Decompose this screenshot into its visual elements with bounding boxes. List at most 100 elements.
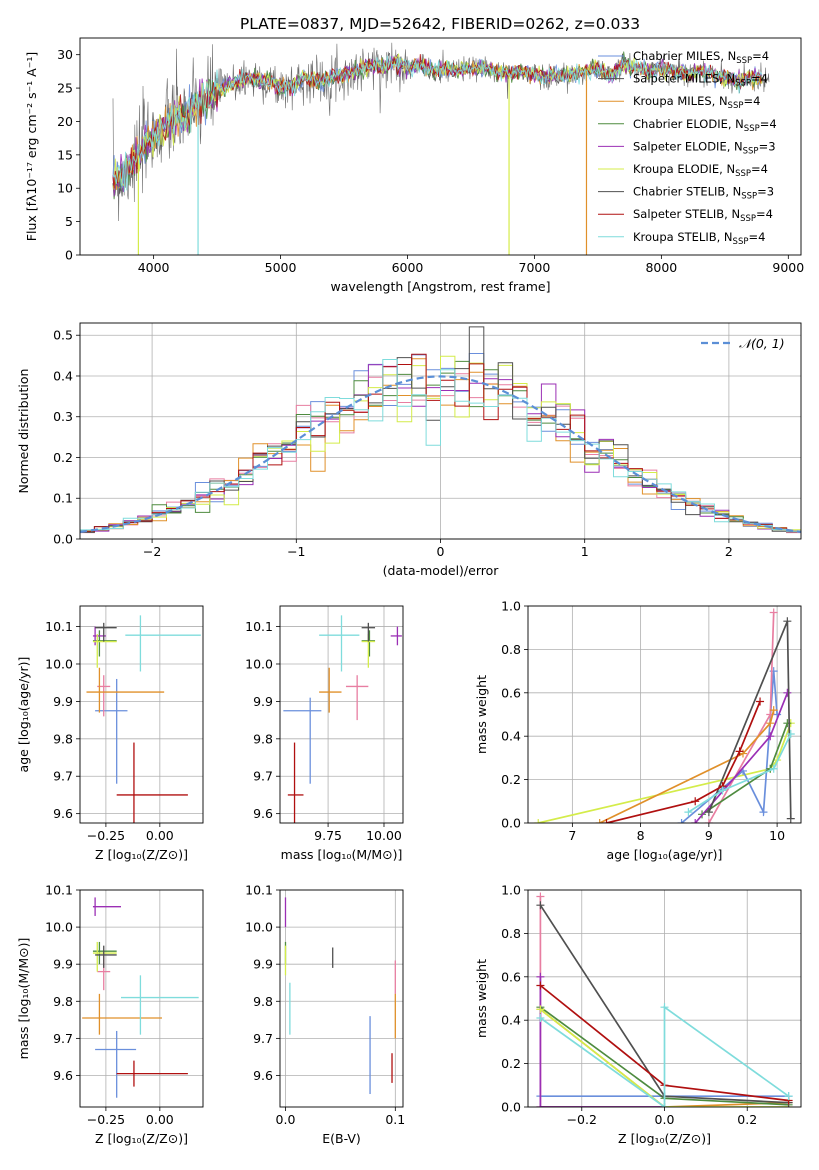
errorbar-point-salpeter_elodie (390, 626, 402, 646)
y-axis-label: mass weight (474, 675, 489, 754)
x-tick-label: 0.0 (276, 1112, 296, 1127)
x-tick-label: 8000 (645, 260, 677, 275)
mass-vs-ebv-panel: 0.0 0.1 9.6 9.7 9.8 9.9 10.0 10.1 E(B-V) (245, 883, 405, 1147)
errorbar-point-chabrier_stelib (95, 945, 117, 968)
weight-marker (536, 1103, 545, 1107)
y-tick-label: 0.8 (501, 926, 521, 941)
weight-line-salpeter_stelib (606, 701, 761, 823)
legend-label: Salpeter ELODIE, NSSP=3 (633, 139, 776, 156)
y-tick-label: 1.0 (501, 883, 521, 898)
weight-marker (536, 972, 545, 981)
legend-label: Chabrier STELIB, NSSP=3 (633, 185, 774, 202)
x-tick-label: 0.2 (737, 1112, 757, 1127)
weight-marker (718, 786, 727, 795)
weight-marker (536, 981, 545, 990)
weight-marker (536, 901, 545, 910)
y-axis-label: mass weight (474, 959, 489, 1038)
x-tick-label: 7 (568, 828, 576, 843)
weight-marker (769, 764, 778, 773)
axes-frame (79, 605, 204, 824)
errorbar-point-chabrier_stelib (95, 622, 117, 642)
y-tick-label: 1.0 (501, 599, 521, 614)
x-tick-label: 10.00 (366, 828, 402, 843)
axes-frame (527, 605, 802, 824)
y-tick-label: 10.1 (45, 619, 73, 634)
y-tick-label: 9.9 (53, 957, 73, 972)
errorbar-point-chabrier_elodie (92, 630, 117, 657)
weight-line-kroupa_miles (599, 709, 775, 823)
y-tick-label: 5 (65, 214, 73, 229)
weight-line-salpeter_miles (539, 896, 665, 1107)
x-tick-label: 1 (581, 544, 589, 559)
y-tick-label: 25 (57, 81, 73, 96)
weight-marker (704, 808, 713, 817)
axes-frame (279, 889, 404, 1108)
age-vs-mass-panel: 9.75 10.00 9.6 9.7 9.8 9.9 10.0 10.1 mass [log₁₀… (245, 605, 404, 862)
weight-marker (691, 797, 700, 806)
y-tick-label: 9.7 (253, 769, 273, 784)
x-tick-label: 6000 (392, 260, 424, 275)
x-axis-label: Z [log₁₀(Z/Z⊙)] (95, 1131, 188, 1146)
age-vs-z-panel: −0.25 0.00 9.6 9.7 9.8 9.9 10.0 10.1 Z [log₁₀(Z/… (16, 605, 204, 862)
x-tick-label: 0.0 (655, 1112, 675, 1127)
y-tick-label: 9.6 (253, 806, 273, 821)
x-axis-label: E(B-V) (322, 1131, 361, 1146)
weight-marker (786, 814, 795, 823)
weight-vs-z-plot-area (536, 892, 793, 1107)
errorbar-point-kroupa_elodie (92, 634, 117, 668)
legend-label: Salpeter MILES, NSSP=4 (633, 72, 768, 89)
legend-label: Kroupa ELODIE, NSSP=4 (633, 162, 768, 179)
weight-marker (784, 1092, 793, 1101)
y-tick-label: 10.0 (45, 656, 73, 671)
legend-label: Chabrier MILES, NSSP=4 (633, 49, 769, 66)
y-tick-label: 9.6 (53, 806, 73, 821)
legend-label: Kroupa STELIB, NSSP=4 (633, 230, 765, 247)
mass-vs-ebv-plot-area (284, 897, 396, 1095)
y-tick-label: 9.6 (253, 1068, 273, 1083)
mass-vs-z-plot-area (82, 897, 199, 1098)
x-axis-label: Z [log₁₀(Z/Z⊙)] (95, 847, 188, 862)
weight-vs-age-plot-area (534, 608, 795, 823)
x-tick-label: 5000 (265, 260, 297, 275)
errorbar-point-kroupa_miles (82, 993, 162, 1035)
weight-line-kroupa_stelib (539, 1005, 790, 1107)
weight-marker (786, 730, 795, 739)
weight-marker (783, 617, 792, 626)
weight-marker (660, 1103, 669, 1107)
weight-marker (769, 608, 778, 617)
errorbar-point-kroupa_stelib (125, 615, 201, 672)
errorbar-point-salpeter_elodie (92, 897, 121, 916)
x-tick-label: 0.1 (385, 1112, 405, 1127)
y-tick-label: 0.0 (501, 1100, 521, 1115)
y-tick-label: 9.7 (53, 1031, 73, 1046)
x-tick-label: 9 (705, 828, 713, 843)
y-tick-label: 10 (57, 181, 73, 196)
mass-vs-z-panel: −0.25 0.00 9.6 9.7 9.8 9.9 10.0 10.1 Z [log₁₀(Z/… (16, 883, 204, 1146)
x-tick-label: −1 (287, 544, 305, 559)
y-tick-label: 10.0 (45, 920, 73, 935)
x-axis-label: (data-model)/error (383, 563, 500, 578)
weight-marker (766, 732, 775, 741)
y-axis-label: mass [log₁₀(M/M⊙)] (16, 938, 31, 1060)
errorbar-point-kroupa_miles (319, 667, 342, 713)
y-tick-label: 0.2 (501, 1056, 521, 1071)
spectrum-plot-area (112, 42, 770, 255)
weight-marker (704, 819, 713, 823)
age-vs-z-plot-area (86, 615, 201, 823)
axes-frame (79, 889, 204, 1108)
residuals-panel: −2 −1 0 1 2 0.0 0.1 0.2 0.3 0.4 0.5 (data-model)/er… (16, 322, 802, 578)
y-tick-label: 9.9 (253, 694, 273, 709)
weight-marker (735, 747, 744, 756)
spectrum-legend: Chabrier MILES, NSSP=4 Salpeter MILES, NS… (598, 49, 777, 247)
weight-marker (677, 819, 686, 823)
weight-vs-age-panel: 7 8 9 10 0.0 0.2 0.4 0.6 0.8 1.0 age [log₁₀(age/yr… (474, 599, 802, 862)
x-tick-label: 0 (437, 544, 445, 559)
y-tick-label: 10.1 (45, 883, 73, 898)
y-tick-label: 9.8 (253, 994, 273, 1009)
y-tick-label: 9.8 (53, 731, 73, 746)
errorbar-point-kroupa_miles (86, 667, 165, 713)
weight-marker (534, 819, 543, 823)
x-tick-label: 10 (769, 828, 785, 843)
weight-marker (691, 819, 700, 823)
